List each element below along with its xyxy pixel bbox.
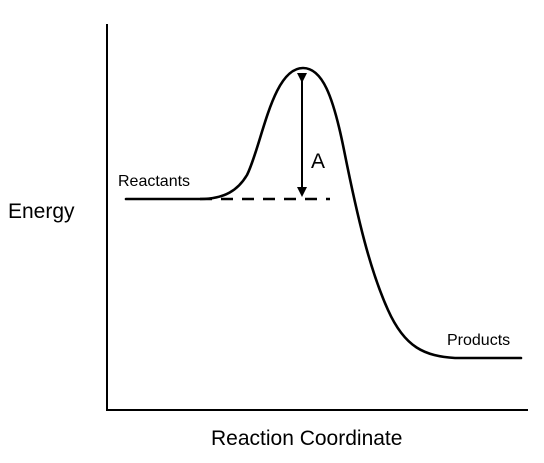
energy-curve (124, 66, 523, 360)
products-label: Products (447, 332, 511, 349)
y-axis-label: Energy (8, 200, 75, 223)
x-axis-label: Reaction Coordinate (211, 427, 403, 450)
reactants-label: Reactants (118, 173, 191, 190)
activation-energy-label: A (311, 150, 326, 173)
